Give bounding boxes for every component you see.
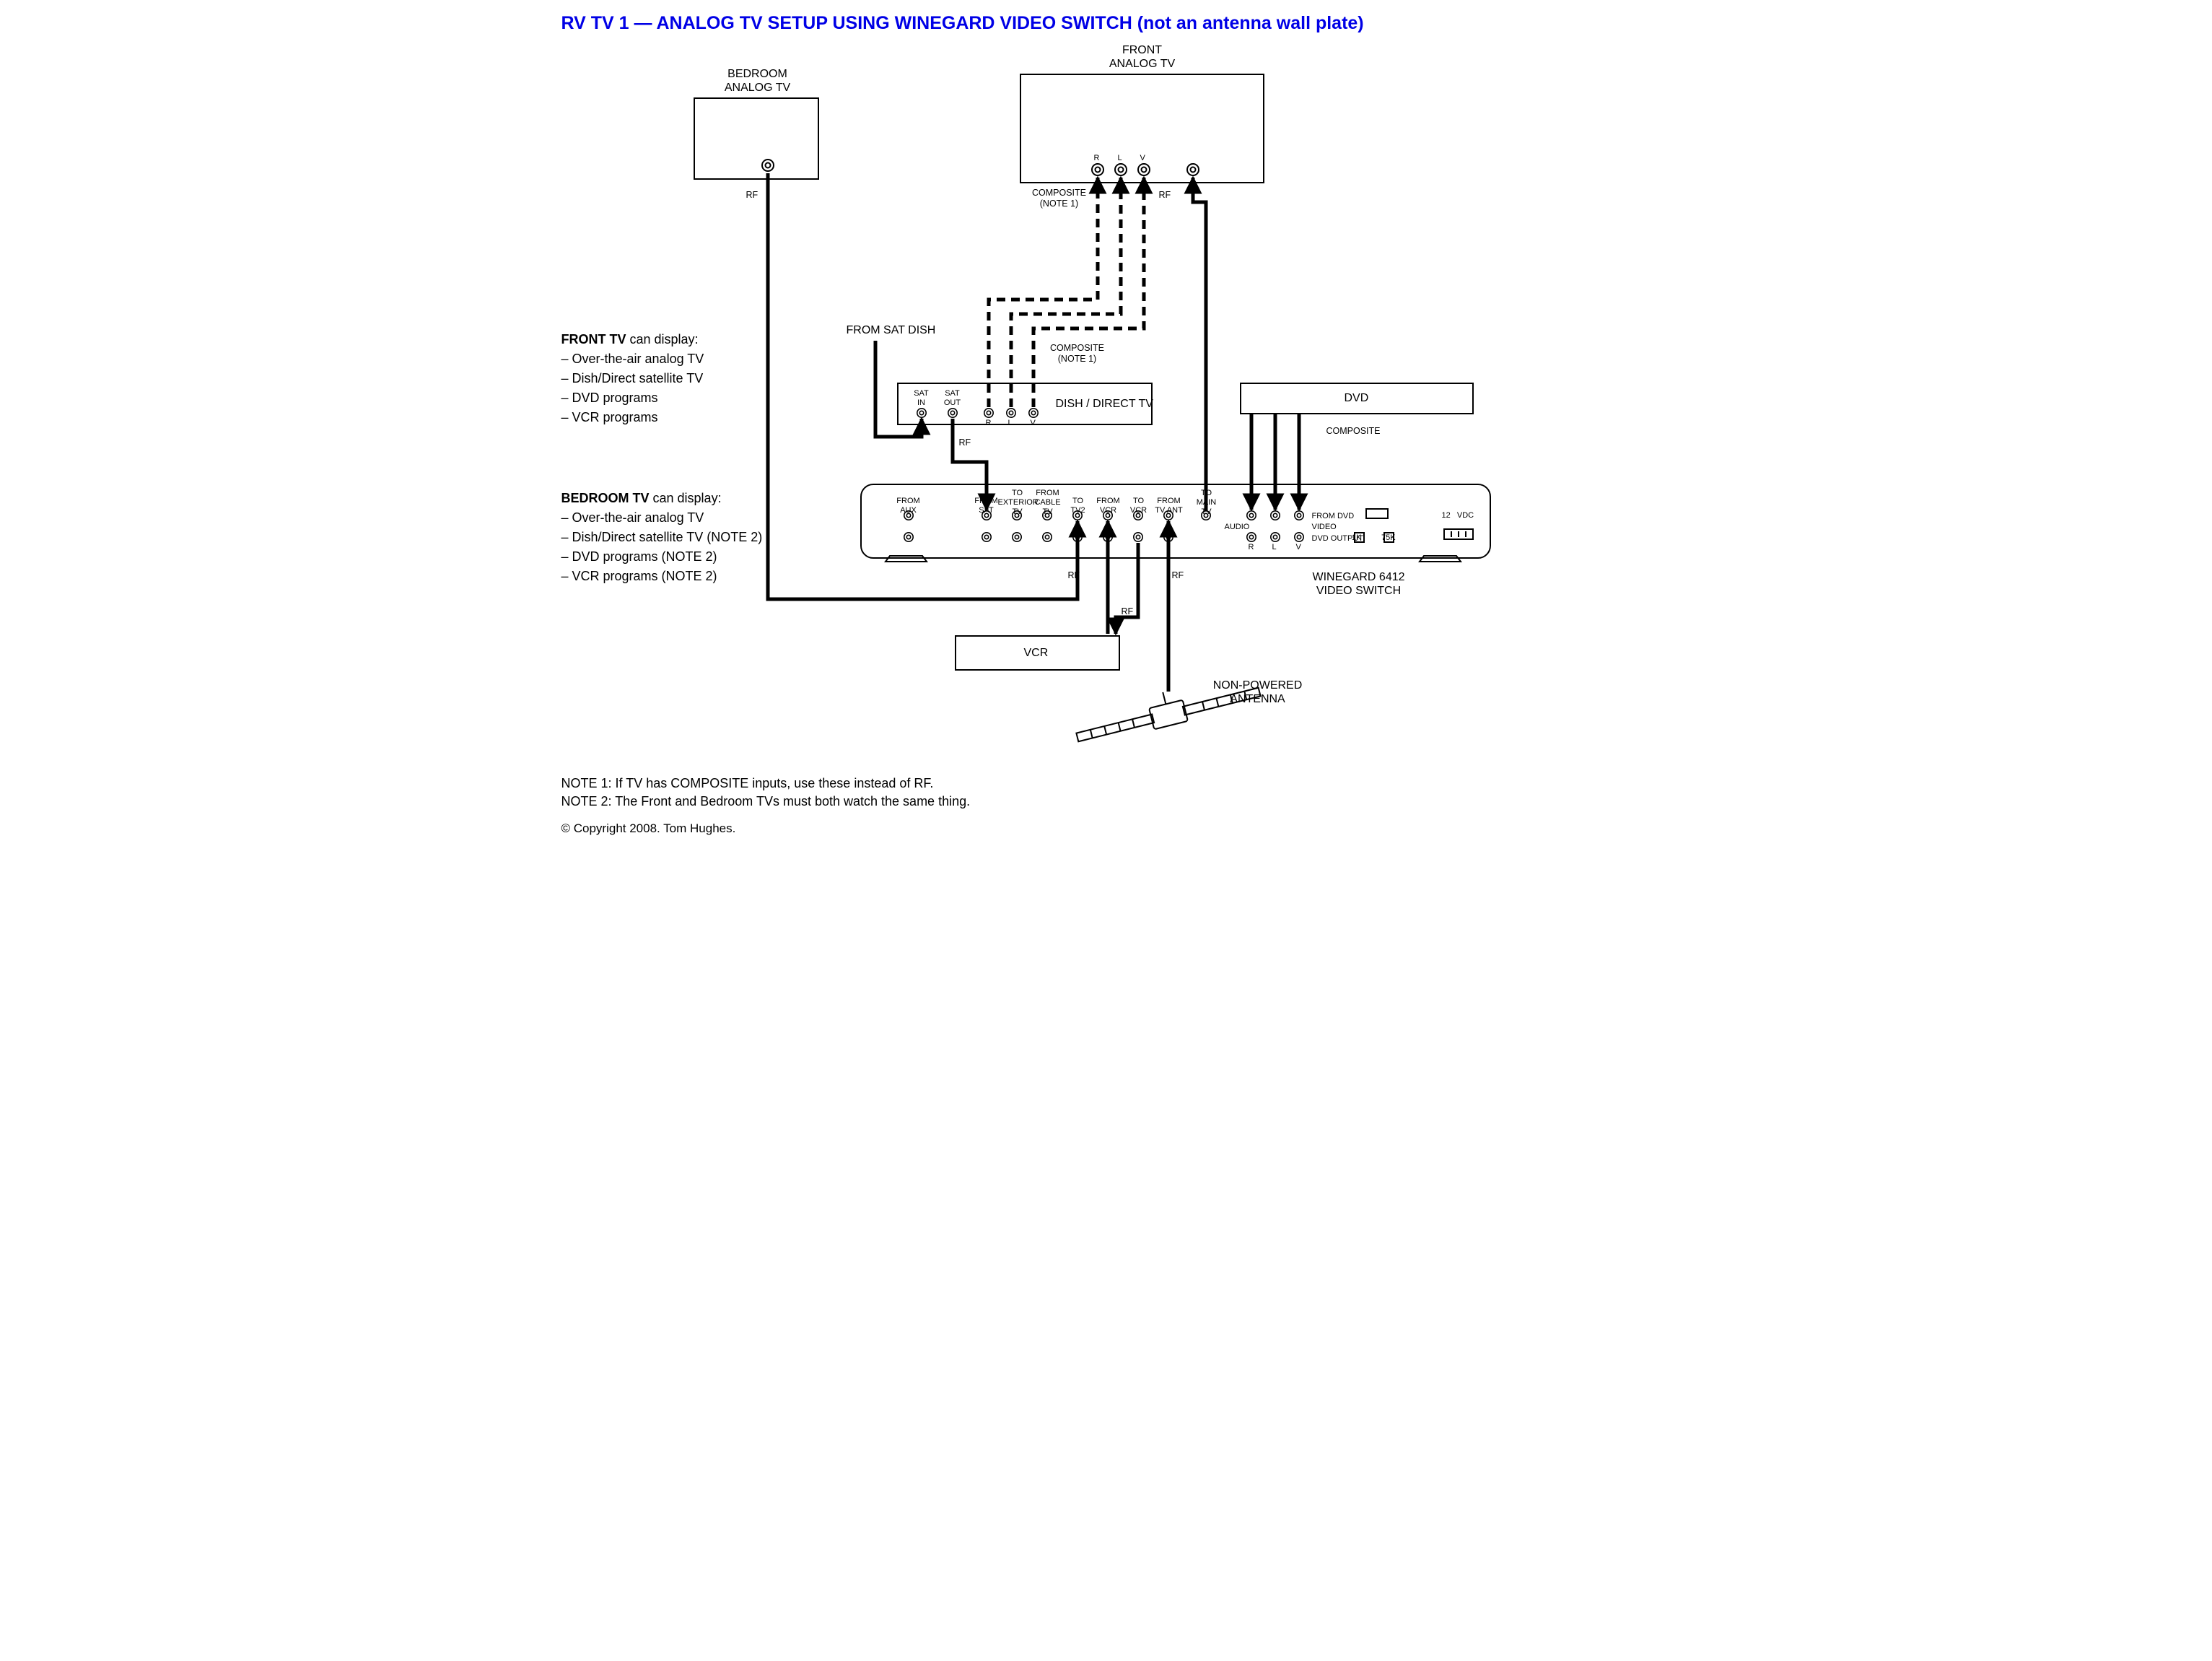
composite-n1-b: COMPOSITE (NOTE 1)	[1038, 343, 1117, 365]
sw-fromvcr: FROM VCR	[1095, 497, 1122, 515]
sat-in: SAT IN	[912, 389, 932, 408]
ftv-L: L	[1118, 154, 1122, 163]
dish-direct-label: DISH / DIRECT TV	[1056, 397, 1153, 411]
from-sat-dish: FROM SAT DISH	[847, 323, 936, 337]
rf-ant: RF	[1172, 570, 1184, 581]
bedroom-tv-label: BEDROOM ANALOG TV	[707, 67, 808, 95]
bed-head: BEDROOM TV	[561, 491, 650, 505]
dd-V: V	[1031, 419, 1036, 428]
front-head: FRONT TV	[561, 332, 626, 346]
rf-vcr-down: RF	[1122, 606, 1134, 617]
sw-fromdvd: FROM DVD	[1312, 512, 1355, 521]
dd-R: R	[986, 419, 992, 428]
front-tv-capabilities: FRONT TV can display: – Over-the-air ana…	[561, 332, 704, 425]
composite-n1-a: COMPOSITE (NOTE 1)	[1020, 188, 1099, 209]
bed-l2: – Dish/Direct satellite TV (NOTE 2)	[561, 530, 763, 545]
rf-label-2: RF	[1159, 190, 1171, 201]
front-tv-box	[1020, 74, 1264, 183]
sw-L: L	[1272, 543, 1277, 552]
sw-fromaux: FROM AUX	[893, 497, 924, 515]
front-l4: – VCR programs	[561, 410, 704, 425]
ftv-R: R	[1094, 154, 1100, 163]
bedroom-tv-capabilities: BEDROOM TV can display: – Over-the-air a…	[561, 491, 763, 584]
bed-tail: can display:	[650, 491, 722, 505]
diagram-page: RV TV 1 — ANALOG TV SETUP USING WINEGARD…	[547, 0, 1666, 845]
sw-tomain: TO MAIN TV	[1194, 489, 1220, 518]
video-switch-box	[860, 484, 1491, 559]
non-powered-antenna: NON-POWERED ANTENNA	[1204, 679, 1312, 706]
rf-satout: RF	[959, 437, 971, 448]
sat-out: SAT OUT	[943, 389, 963, 408]
bed-l1: – Over-the-air analog TV	[561, 510, 763, 526]
sw-fromsat: FROM SAT	[973, 497, 1000, 515]
front-l3: – DVD programs	[561, 391, 704, 406]
sw-R: R	[1249, 543, 1254, 552]
sw-fromant: FROM TV ANT	[1154, 497, 1184, 515]
rf-vcr-up: RF	[1068, 570, 1080, 581]
sw-V: V	[1296, 543, 1301, 552]
front-tv-label: FRONT ANALOG TV	[1085, 43, 1200, 71]
vcr-label: VCR	[1024, 646, 1049, 660]
sw-totv2: TO TV2	[1066, 497, 1090, 515]
bedroom-tv-box	[694, 97, 819, 180]
front-l2: – Dish/Direct satellite TV	[561, 371, 704, 386]
ftv-V: V	[1140, 154, 1145, 163]
dvd-composite: COMPOSITE	[1326, 426, 1381, 437]
dvd-label: DVD	[1345, 391, 1369, 405]
sw-tovcr: TO VCR	[1127, 497, 1151, 515]
note-1: NOTE 1: If TV has COMPOSITE inputs, use …	[561, 776, 934, 792]
front-l1: – Over-the-air analog TV	[561, 352, 704, 367]
switch-name: WINEGARD 6412 VIDEO SWITCH	[1294, 570, 1424, 598]
dd-L: L	[1008, 419, 1013, 428]
sw-audio: AUDIO	[1225, 523, 1250, 532]
sw-vdc: 12 VDC	[1442, 511, 1474, 520]
sw-fromcable: FROM CABLE TV	[1031, 489, 1065, 518]
sw-video: VIDEO	[1312, 523, 1337, 532]
rf-label: RF	[746, 190, 759, 201]
copyright: © Copyright 2008. Tom Hughes.	[561, 821, 736, 836]
sw-dvdout: DVD OUTPUT	[1312, 534, 1364, 544]
front-tail: can display:	[626, 332, 699, 346]
note-2: NOTE 2: The Front and Bedroom TVs must b…	[561, 794, 971, 810]
bed-l4: – VCR programs (NOTE 2)	[561, 569, 763, 584]
bed-l3: – DVD programs (NOTE 2)	[561, 549, 763, 564]
page-title: RV TV 1 — ANALOG TV SETUP USING WINEGARD…	[561, 13, 1364, 34]
